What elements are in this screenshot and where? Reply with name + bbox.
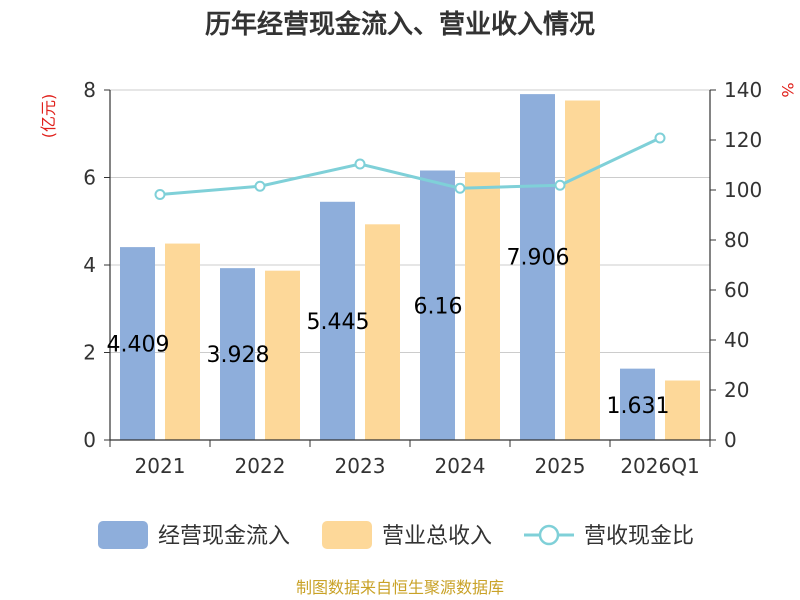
data-label: 5.445 <box>307 310 370 335</box>
y-left-tick-label: 8 <box>83 78 96 102</box>
legend-marker <box>538 524 560 546</box>
bar-cash-inflow <box>620 368 655 440</box>
ratio-line <box>154 132 666 200</box>
legend: 经营现金流入 营业总收入 营收现金比 <box>98 521 694 549</box>
data-labels: 4.409 3.928 5.445 6.16 7.906 1.631 <box>107 245 670 419</box>
ratio-line-path <box>159 136 661 196</box>
ratio-point <box>554 179 566 191</box>
y-left-tick-label: 0 <box>83 428 96 452</box>
ratio-point <box>354 158 366 170</box>
y-right-tick-label: 60 <box>724 278 749 302</box>
legend-label: 营业总收入 <box>382 524 492 549</box>
bar-revenue <box>165 243 200 440</box>
bar-revenue <box>365 224 400 440</box>
y-right-axis-label: % <box>778 82 797 97</box>
legend-swatch <box>322 521 372 549</box>
data-label: 7.906 <box>507 245 570 270</box>
x-tick-label: 2025 <box>535 454 586 478</box>
x-tick-label: 2026Q1 <box>620 454 699 478</box>
y-right-tick-label: 100 <box>724 178 762 202</box>
x-tick-label: 2024 <box>435 454 486 478</box>
legend-label: 营收现金比 <box>584 524 694 549</box>
ratio-point <box>254 180 266 192</box>
bar-revenue <box>565 100 600 440</box>
y-right-tick-label: 40 <box>724 328 749 352</box>
y-right-tick-label: 20 <box>724 378 749 402</box>
y-right-tick-label: 80 <box>724 228 749 252</box>
ratio-point <box>454 182 466 194</box>
legend-label: 经营现金流入 <box>158 524 290 549</box>
bar-cash-inflow <box>520 94 555 441</box>
bar-revenue <box>265 270 300 440</box>
x-tick-label: 2023 <box>335 454 386 478</box>
legend-swatch <box>98 521 148 549</box>
data-label: 4.409 <box>107 333 170 358</box>
bar-revenue <box>465 172 500 440</box>
ratio-point <box>654 132 666 144</box>
y-left-axis-label: (亿元) <box>39 94 58 139</box>
ratio-point <box>154 189 166 200</box>
bar-cash-inflow <box>320 201 355 440</box>
axes <box>104 89 716 447</box>
y-right-tick-label: 0 <box>724 428 737 452</box>
bar-cash-inflow <box>420 170 455 440</box>
bar-cash-inflow <box>220 268 255 440</box>
data-label: 1.631 <box>607 394 670 419</box>
chart-title: 历年经营现金流入、营业收入情况 <box>205 9 595 40</box>
y-left-tick-label: 4 <box>83 253 96 277</box>
y-right-tick-label: 120 <box>724 128 762 152</box>
bars <box>120 94 700 441</box>
y-right-tick-label: 140 <box>724 78 762 102</box>
source-note: 制图数据来自恒生聚源数据库 <box>296 578 504 597</box>
data-label: 3.928 <box>207 343 270 368</box>
x-tick-label: 2021 <box>135 454 186 478</box>
y-left-tick-label: 2 <box>83 341 96 365</box>
y-left-tick-label: 6 <box>83 166 96 190</box>
bar-cash-inflow <box>120 247 155 440</box>
data-label: 6.16 <box>414 294 463 319</box>
bar-revenue <box>665 380 700 440</box>
x-tick-label: 2022 <box>235 454 286 478</box>
